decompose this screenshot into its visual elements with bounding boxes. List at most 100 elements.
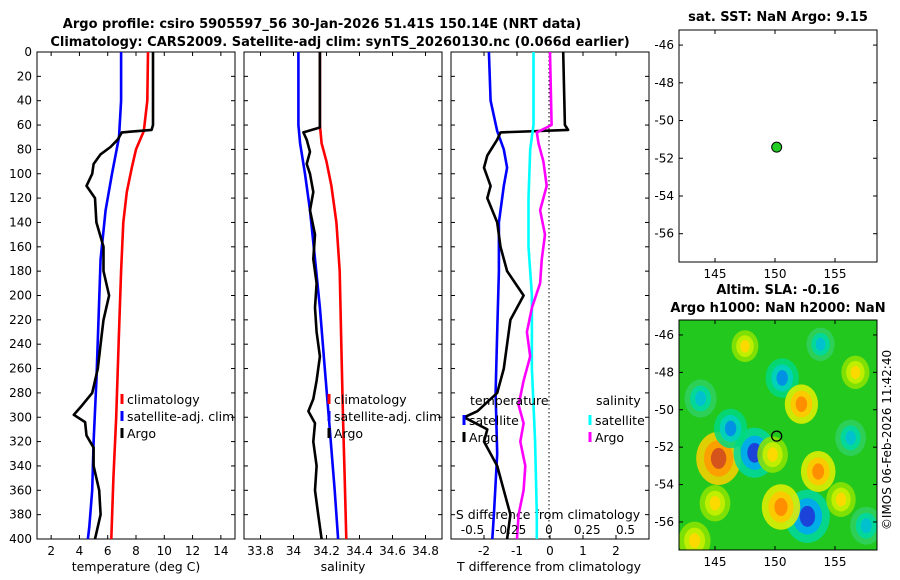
sla-anomaly-field xyxy=(679,327,877,550)
y-tick-label: -56 xyxy=(654,227,674,241)
x-tick-label: 2 xyxy=(47,544,55,558)
sla-anomaly-blob xyxy=(860,518,872,534)
series-line-s-satellite xyxy=(527,52,539,539)
sla-map-axes: Altim. SLA: -0.16 Argo h1000: NaN h2000:… xyxy=(654,283,885,569)
series-line-satellite-adj-clim xyxy=(297,52,340,540)
y-tick-label: 40 xyxy=(17,94,32,108)
y-tick-label: 380 xyxy=(9,508,32,522)
top-x-tick-label: -0.5 xyxy=(461,523,484,537)
top-x-tick-label: -0.25 xyxy=(495,523,526,537)
legend-label: climatology xyxy=(334,392,407,407)
series-line-argo xyxy=(72,52,155,540)
y-tick-label: -54 xyxy=(654,478,674,492)
title-line2: Climatology: CARS2009. Satellite-adj cli… xyxy=(50,35,629,50)
y-tick-label: -46 xyxy=(654,38,674,52)
y-tick-label: 140 xyxy=(9,215,32,229)
y-tick-label: 260 xyxy=(9,362,32,376)
temperature-axes: temperature (deg C) 2 4 6 8 10 12 140204060801… xyxy=(9,45,236,574)
x-tick-label: 150 xyxy=(764,267,787,281)
y-tick-label: 20 xyxy=(17,69,32,83)
legend-title: salinity xyxy=(596,393,641,408)
series-line-t-argo xyxy=(462,51,570,540)
top-x-tick-label: 0.25 xyxy=(574,523,601,537)
y-tick-label: 220 xyxy=(9,313,32,327)
y-tick-label: 280 xyxy=(9,386,32,400)
y-tick-label: 300 xyxy=(9,410,32,424)
y-tick-label: -48 xyxy=(654,365,674,379)
legend-label: satellite xyxy=(469,413,519,428)
sla-anomaly-blob xyxy=(815,337,826,351)
y-tick-label: 200 xyxy=(9,289,32,303)
series-line-satellite-adj-clim xyxy=(86,52,123,540)
difference-frame xyxy=(450,51,650,540)
sla-anomaly-blob xyxy=(835,492,847,507)
sla-anomaly-blob xyxy=(799,505,816,527)
x-tick-label: -1 xyxy=(511,544,523,558)
legend-label: Argo xyxy=(595,430,624,445)
y-tick-label: 240 xyxy=(9,337,32,351)
sla-anomaly-blob xyxy=(709,496,721,511)
series-line-s-argo xyxy=(515,51,553,540)
x-tick-label: 150 xyxy=(764,555,787,569)
salinity-frame xyxy=(243,51,443,540)
series-line-climatology xyxy=(318,52,348,540)
sla-map-title-line1: Altim. SLA: -0.16 xyxy=(716,283,839,298)
legend-label: satellite-adj. clim xyxy=(127,409,234,424)
y-tick-label: -50 xyxy=(654,114,674,128)
sla-anomaly-blob xyxy=(724,420,737,437)
sla-anomaly-blob xyxy=(695,391,707,407)
temperature-xlabel: temperature (deg C) xyxy=(72,559,201,574)
salinity-axes: salinity 33.8 34 34.2 34.4 34.6 34.8 climatolo… xyxy=(243,51,443,574)
y-tick-label: -48 xyxy=(654,76,674,90)
x-tick-label: 14 xyxy=(213,544,228,558)
temperature-frame xyxy=(36,51,236,540)
y-tick-label: 360 xyxy=(9,483,32,497)
x-tick-label: 145 xyxy=(704,555,727,569)
difference-xlabel: T difference from climatology xyxy=(456,559,642,574)
x-tick-label: 4 xyxy=(76,544,84,558)
y-tick-label: -56 xyxy=(654,515,674,529)
y-tick-label: 180 xyxy=(9,264,32,278)
x-tick-label: 145 xyxy=(704,267,727,281)
sla-anomaly-blob xyxy=(740,339,750,353)
y-tick-label: 120 xyxy=(9,191,32,205)
copyright-label: ©IMOS 06-Feb-2026 11:42:40 xyxy=(880,350,894,530)
y-tick-label: -52 xyxy=(654,151,674,165)
x-tick-label: 8 xyxy=(132,544,140,558)
y-tick-label: 320 xyxy=(9,435,32,449)
title-line1: Argo profile: csiro 5905597_56 30-Jan-20… xyxy=(63,17,581,32)
y-tick-label: 0 xyxy=(24,45,32,59)
x-tick-label: -2 xyxy=(478,544,490,558)
y-tick-label: 80 xyxy=(17,142,32,156)
sla-anomaly-blob xyxy=(795,396,808,412)
sst-map-title: sat. SST: NaN Argo: 9.15 xyxy=(688,10,868,25)
y-tick-label: -50 xyxy=(654,403,674,417)
sst-map-axes: sat. SST: NaN Argo: 9.15 145 150 155 -46 -48… xyxy=(654,10,878,281)
x-tick-label: 2 xyxy=(612,544,620,558)
argo-location-marker xyxy=(771,430,783,442)
y-tick-label: -46 xyxy=(654,328,674,342)
sla-anomaly-blob xyxy=(845,430,856,446)
sla-anomaly-blob xyxy=(776,370,788,386)
x-tick-label: 34.8 xyxy=(412,544,439,558)
legend-label: climatology xyxy=(127,392,200,407)
x-tick-label: 34.6 xyxy=(379,544,406,558)
sla-map-frame xyxy=(678,319,878,551)
sla-anomaly-blob xyxy=(850,365,861,379)
argo-location-marker xyxy=(771,141,783,153)
y-tick-label: 100 xyxy=(9,167,32,181)
sla-anomaly-blob xyxy=(710,447,727,469)
x-tick-label: 33.8 xyxy=(247,544,274,558)
series-line-climatology xyxy=(110,51,150,540)
legend-label: satellite-adj. clim xyxy=(334,409,441,424)
x-tick-label: 12 xyxy=(185,544,200,558)
x-tick-label: 34.4 xyxy=(346,544,373,558)
x-tick-label: 0 xyxy=(546,544,554,558)
y-tick-label: 400 xyxy=(9,532,32,546)
x-tick-label: 155 xyxy=(824,267,847,281)
y-tick-label: 160 xyxy=(9,240,32,254)
sla-anomaly-blob xyxy=(767,447,778,462)
difference-top-xlabel: S difference from climatology xyxy=(456,507,641,522)
legend-label: Argo xyxy=(334,426,363,441)
